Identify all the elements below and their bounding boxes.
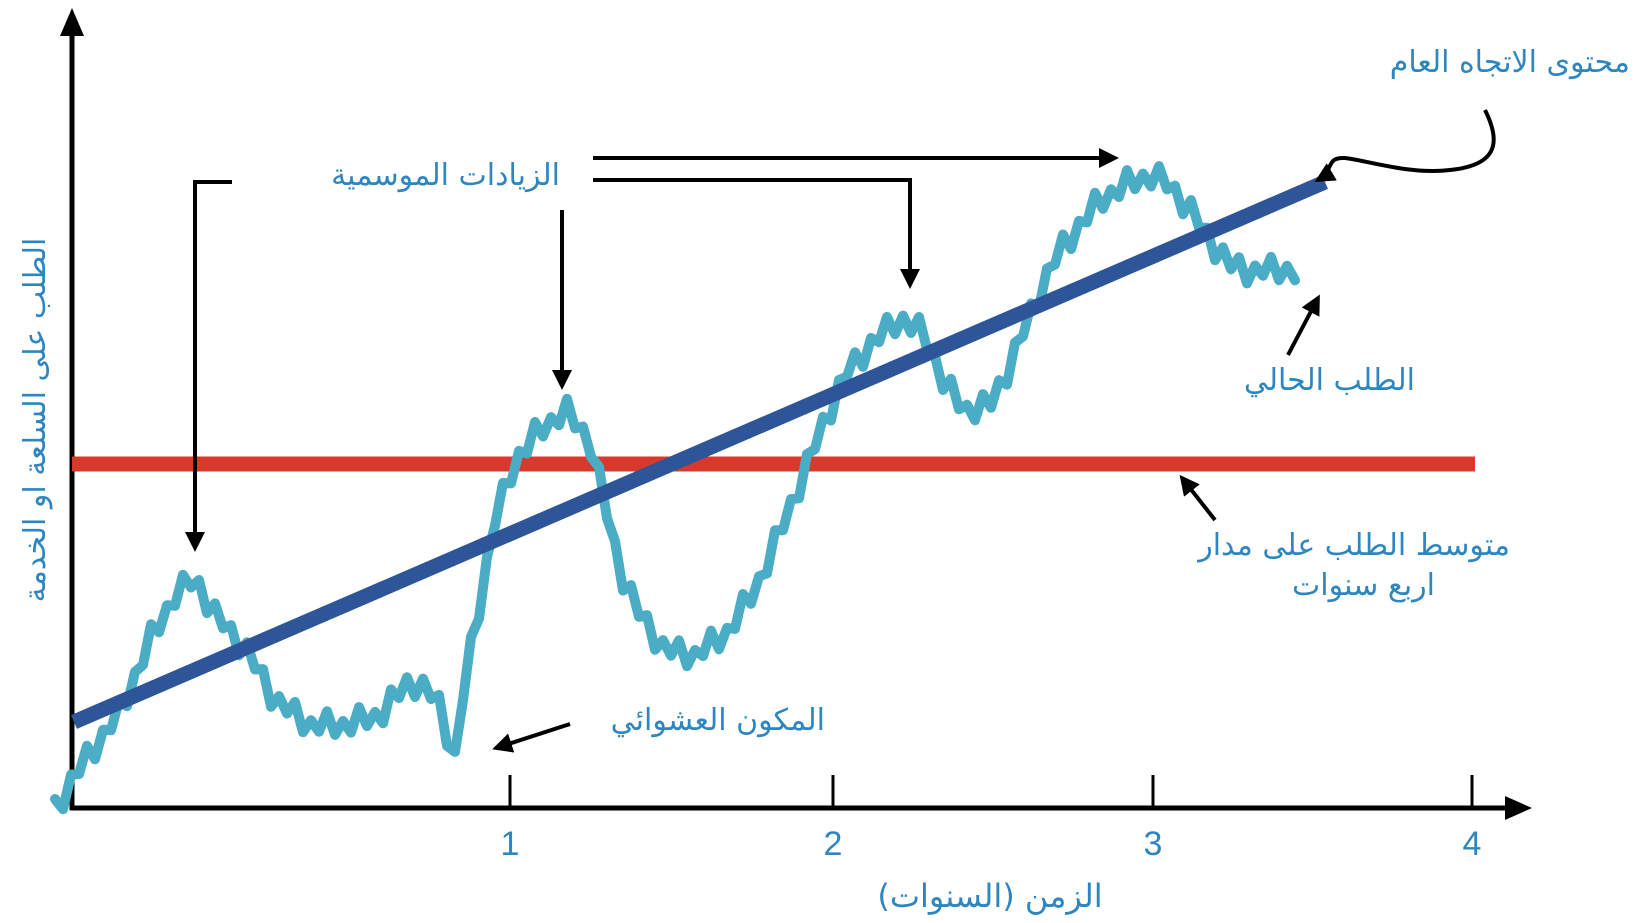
actual-demand-label: الطلب الحالي	[1244, 363, 1415, 398]
y-axis-title: الطلب على السلعة او الخدمة	[18, 238, 53, 603]
random-component-arrow	[492, 722, 571, 753]
trend-line	[71, 175, 1328, 729]
random-component-label: المكون العشوائي	[611, 703, 825, 738]
x-tick-label-4: 4	[1463, 825, 1482, 863]
x-tick-label-1: 1	[501, 825, 520, 863]
average-demand-arrow	[1179, 474, 1217, 522]
actual-demand-curve	[50, 161, 1300, 815]
seasonal-label: الزيادات الموسمية	[331, 158, 560, 193]
x-axis-title: الزمن (السنوات)	[877, 877, 1102, 915]
x-tick-label-3: 3	[1144, 825, 1163, 863]
y-axis-arrowhead	[60, 8, 84, 36]
x-axis-arrowhead	[1505, 796, 1532, 820]
average-demand-label-line1: متوسط الطلب على مدار	[1196, 528, 1510, 563]
x-tick-label-2: 2	[824, 825, 843, 863]
trend-pointer-squiggle	[1314, 109, 1496, 183]
trend-label: محتوى الاتجاه العام	[1390, 45, 1630, 80]
actual-demand-arrow	[1286, 294, 1320, 356]
seasonal-arrow-1	[185, 180, 232, 552]
average-demand-label-line2: اربع سنوات	[1292, 568, 1435, 603]
seasonal-arrow-3	[593, 178, 920, 289]
